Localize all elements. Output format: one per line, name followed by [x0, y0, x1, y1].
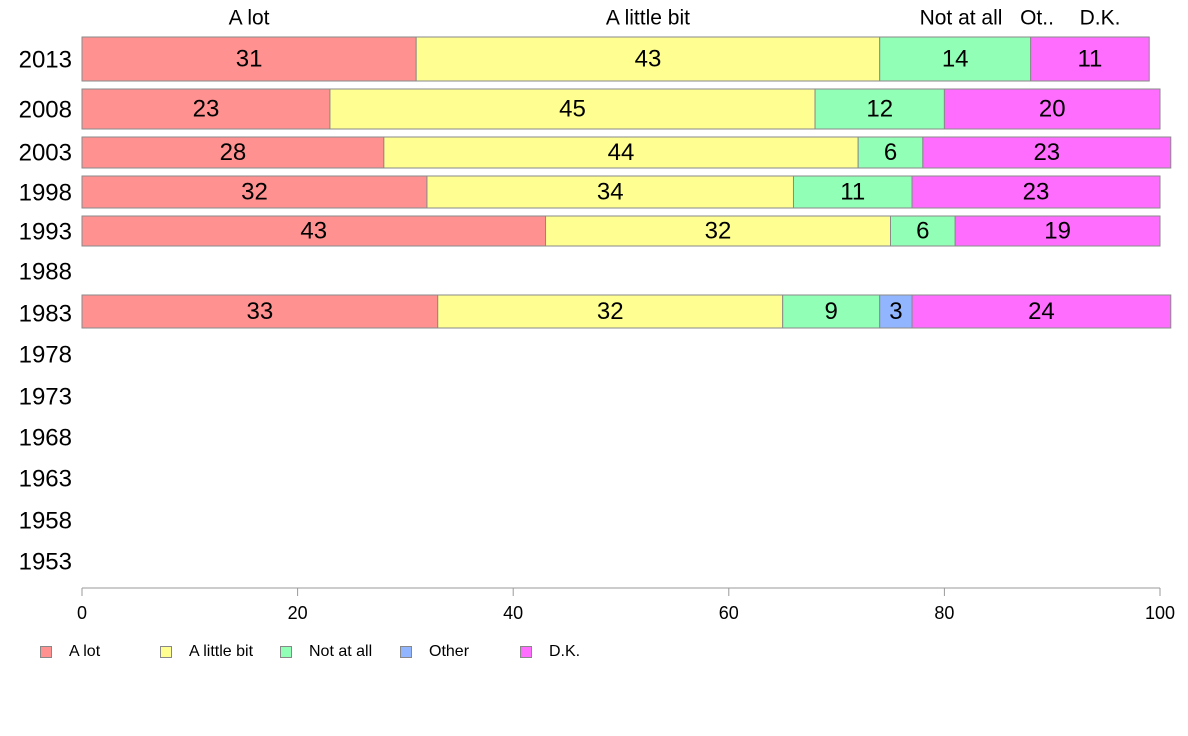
bar-row-2008: 23 45 12 20	[81, 88, 1161, 130]
year-label-1993: 1993	[19, 219, 72, 246]
bar-segment-2008-a-lot	[81, 88, 331, 130]
x-tick-label: 80	[934, 603, 954, 623]
legend-swatch	[280, 646, 292, 658]
x-tick-label: 40	[503, 603, 523, 623]
year-label-1958: 1958	[19, 508, 72, 535]
year-label-2008: 2008	[19, 97, 72, 124]
year-label-1968: 1968	[19, 425, 72, 452]
x-tick-label: 0	[77, 603, 87, 623]
legend-item-a-lot: A lot	[40, 641, 100, 663]
x-tick-label: 60	[719, 603, 739, 623]
year-label-1978: 1978	[19, 342, 72, 369]
bar-segment-2008-a-little-bit	[329, 88, 816, 130]
legend-label: Not at all	[309, 643, 373, 660]
value-label: 6	[884, 139, 897, 166]
legend-item-d-k-: D.K.	[520, 641, 580, 663]
value-label: 32	[705, 218, 732, 245]
bar-segment-2003-a-lot	[81, 136, 385, 169]
value-label: 44	[608, 139, 635, 166]
value-label: 3	[889, 298, 902, 325]
column-header-label: D.K.	[1080, 7, 1121, 30]
bar-segment-2003-a-little-bit	[383, 136, 859, 169]
bar-segment-1983-d-k-	[911, 294, 1172, 329]
value-label: 28	[220, 139, 247, 166]
bar-segment-2013-a-little-bit	[415, 36, 881, 82]
column-header-label: A lot	[229, 7, 270, 30]
bar-segment-1998-a-little-bit	[426, 175, 794, 209]
column-header-label: Not at all	[920, 7, 1003, 30]
bar-segment-1993-a-little-bit	[545, 215, 891, 247]
bar-segment-2013-a-lot	[81, 36, 417, 82]
legend: A lot A little bit Not at all Other D.K.	[40, 641, 640, 663]
year-label-1983: 1983	[19, 301, 72, 328]
value-label: 20	[1039, 96, 1066, 123]
value-label: 23	[1023, 179, 1050, 206]
legend-item-a-little-bit: A little bit	[160, 641, 253, 663]
bar-segment-2008-d-k-	[943, 88, 1161, 130]
year-label-1953: 1953	[19, 549, 72, 576]
bar-segment-1993-a-lot	[81, 215, 547, 247]
value-label: 32	[241, 179, 268, 206]
value-label: 32	[597, 298, 624, 325]
bar-row-1983: 33 32 9 3 24	[81, 294, 1172, 329]
bar-segment-1993-not-at-all	[890, 215, 956, 247]
value-label: 23	[1033, 139, 1060, 166]
bar-row-1993: 43 32 6 19	[81, 215, 1161, 247]
bar-segment-1983-not-at-all	[782, 294, 881, 329]
bar-segment-1998-d-k-	[911, 175, 1161, 209]
value-label: 24	[1028, 298, 1055, 325]
legend-label: Other	[429, 643, 470, 660]
legend-label: A little bit	[189, 643, 254, 660]
year-label-1988: 1988	[19, 259, 72, 286]
legend-label: A lot	[69, 643, 101, 660]
bar-row-2013: 31 43 14 11	[81, 36, 1150, 82]
bar-row-1998: 32 34 11 23	[81, 175, 1161, 209]
value-label: 23	[193, 96, 220, 123]
year-label-1973: 1973	[19, 384, 72, 411]
legend-item-other: Other	[400, 641, 469, 663]
year-label-2003: 2003	[19, 140, 72, 167]
x-tick-label: 20	[288, 603, 308, 623]
year-label-1963: 1963	[19, 466, 72, 493]
year-axis-labels: 2013 2008 2003 1998 1993 1988 1983 1978 1973 1968…	[19, 47, 72, 576]
value-label: 9	[825, 298, 838, 325]
value-label: 14	[942, 46, 969, 73]
legend-label: D.K.	[549, 643, 581, 660]
value-label: 45	[559, 96, 586, 123]
bar-segment-2013-d-k-	[1030, 36, 1150, 82]
column-header-label: A little bit	[606, 7, 690, 30]
value-label: 11	[840, 179, 865, 206]
value-label: 6	[916, 218, 929, 245]
legend-swatch	[520, 646, 532, 658]
bar-segment-2003-d-k-	[922, 136, 1172, 169]
bar-segment-1998-a-lot	[81, 175, 428, 209]
bar-segment-2013-not-at-all	[879, 36, 1032, 82]
column-header-label: Ot..	[1020, 7, 1054, 30]
legend-swatch	[400, 646, 412, 658]
legend-swatch	[160, 646, 172, 658]
year-label-1998: 1998	[19, 180, 72, 207]
value-label: 43	[635, 46, 662, 73]
bar-segment-1993-d-k-	[954, 215, 1161, 247]
value-label: 19	[1044, 218, 1071, 245]
bar-segment-1983-a-lot	[81, 294, 439, 329]
bar-row-2003: 28 44 6 23	[81, 136, 1172, 169]
bar-segment-1983-a-little-bit	[437, 294, 784, 329]
value-label: 11	[1077, 46, 1102, 73]
x-tick-label: 100	[1145, 603, 1175, 623]
value-label: 34	[597, 179, 624, 206]
value-label: 43	[300, 218, 327, 245]
column-header-labels: A lot A little bit Not at all Ot.. D.K.	[229, 7, 1121, 30]
value-label: 31	[236, 46, 263, 73]
value-label: 12	[866, 96, 893, 123]
value-label: 33	[247, 298, 274, 325]
x-axis: 0 20 40 60 80 100	[77, 587, 1175, 623]
legend-swatch	[40, 646, 52, 658]
year-label-2013: 2013	[19, 47, 72, 74]
bar-segment-2008-not-at-all	[814, 88, 945, 130]
legend-item-not-at-all: Not at all	[280, 641, 372, 663]
